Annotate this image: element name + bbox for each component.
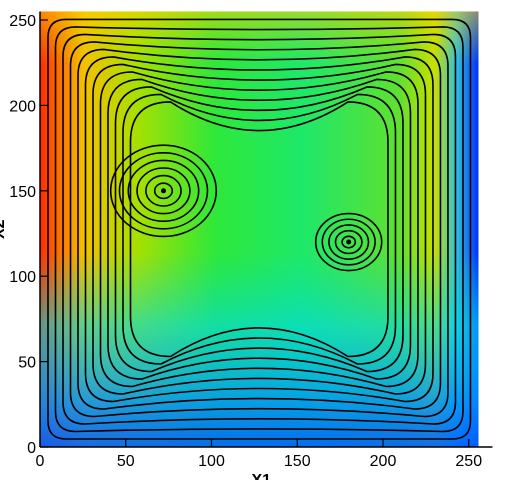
vortex-loop — [153, 182, 174, 200]
x-tick-label: 200 — [370, 453, 397, 470]
streamline — [107, 78, 412, 380]
vortex-loop — [328, 224, 370, 260]
streamline — [129, 101, 389, 358]
y-tick-label: 50 — [18, 355, 36, 372]
x-tick-label: 50 — [117, 453, 135, 470]
vortex-center — [160, 188, 166, 194]
vortex-loop — [136, 167, 191, 215]
vortex-loop — [127, 159, 200, 223]
color-field — [40, 11, 479, 448]
vortex-loop — [341, 235, 357, 249]
vortex-loop — [321, 218, 376, 266]
x-axis-label: X1 — [251, 472, 271, 480]
streamline — [62, 33, 457, 425]
streamline — [47, 18, 472, 440]
y-tick-label: 200 — [9, 98, 36, 115]
x-tick-label: 150 — [284, 453, 311, 470]
vortex-loop — [109, 144, 218, 238]
streamline — [54, 26, 464, 433]
vortex-loop — [145, 174, 182, 207]
axes: 0 50 100 150 200 250 0 50 100 150 200 250 X1 X2 — [0, 11, 493, 480]
field-overlay — [40, 11, 479, 448]
streamline — [122, 93, 397, 365]
streamlines — [47, 18, 472, 440]
vortex-loop — [334, 229, 363, 255]
y-tick-label: 0 — [27, 440, 36, 457]
vortex-loop — [314, 212, 383, 272]
streamline — [69, 41, 449, 418]
y-tick-label: 150 — [9, 184, 36, 201]
x-tick-label: 100 — [198, 453, 225, 470]
y-axis-label: X2 — [0, 219, 8, 239]
y-tick-label: 250 — [9, 13, 36, 30]
x-tick-label: 0 — [36, 453, 45, 470]
streamline — [114, 86, 404, 373]
y-tick-label: 100 — [9, 269, 36, 286]
streamline — [84, 56, 434, 403]
streamline — [99, 71, 419, 388]
vortex-loop — [118, 152, 209, 230]
x-tick-label: 250 — [455, 453, 482, 470]
streamline — [92, 63, 427, 395]
streamline — [77, 48, 442, 410]
vortex-center — [346, 239, 352, 245]
